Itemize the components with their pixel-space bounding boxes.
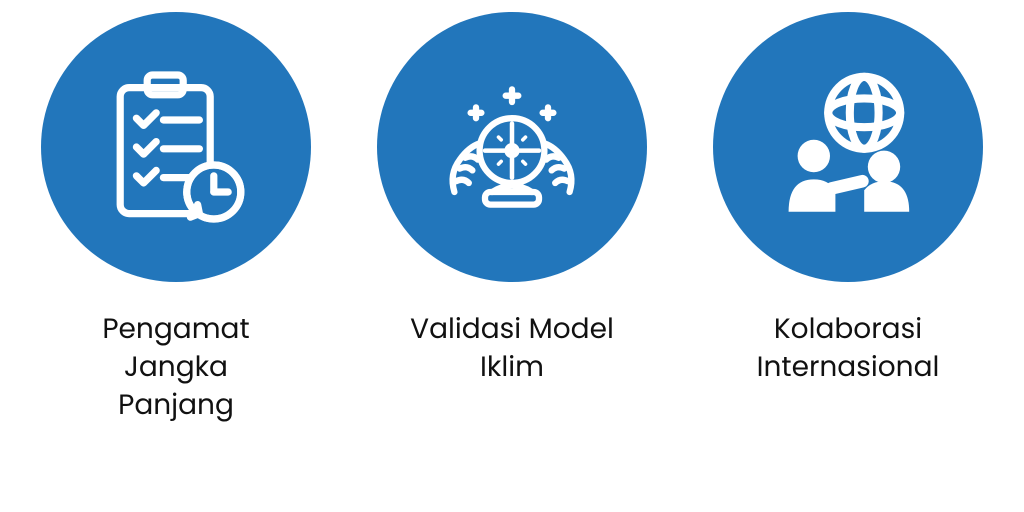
label-line: Internasional	[757, 348, 940, 386]
feature-label: Validasi Model Iklim	[410, 310, 614, 386]
feature-row: Pengamat Jangka Panjang	[0, 0, 1024, 512]
label-line: Panjang	[102, 386, 249, 424]
clipboard-clock-icon	[86, 57, 266, 237]
crystal-ball-hands-icon	[422, 57, 602, 237]
label-line: Validasi Model	[410, 310, 614, 348]
feature-circle	[377, 12, 647, 282]
label-line: Jangka	[102, 348, 249, 386]
feature-label: Pengamat Jangka Panjang	[102, 310, 249, 423]
label-line: Iklim	[410, 348, 614, 386]
feature-item-climate-model-validation: Validasi Model Iklim	[362, 12, 662, 386]
feature-circle	[41, 12, 311, 282]
label-line: Kolaborasi	[757, 310, 940, 348]
feature-item-long-term-observer: Pengamat Jangka Panjang	[26, 12, 326, 423]
globe-people-icon	[758, 57, 938, 237]
label-line: Pengamat	[102, 310, 249, 348]
feature-circle	[713, 12, 983, 282]
feature-item-international-collaboration: Kolaborasi Internasional	[698, 12, 998, 386]
feature-label: Kolaborasi Internasional	[757, 310, 940, 386]
